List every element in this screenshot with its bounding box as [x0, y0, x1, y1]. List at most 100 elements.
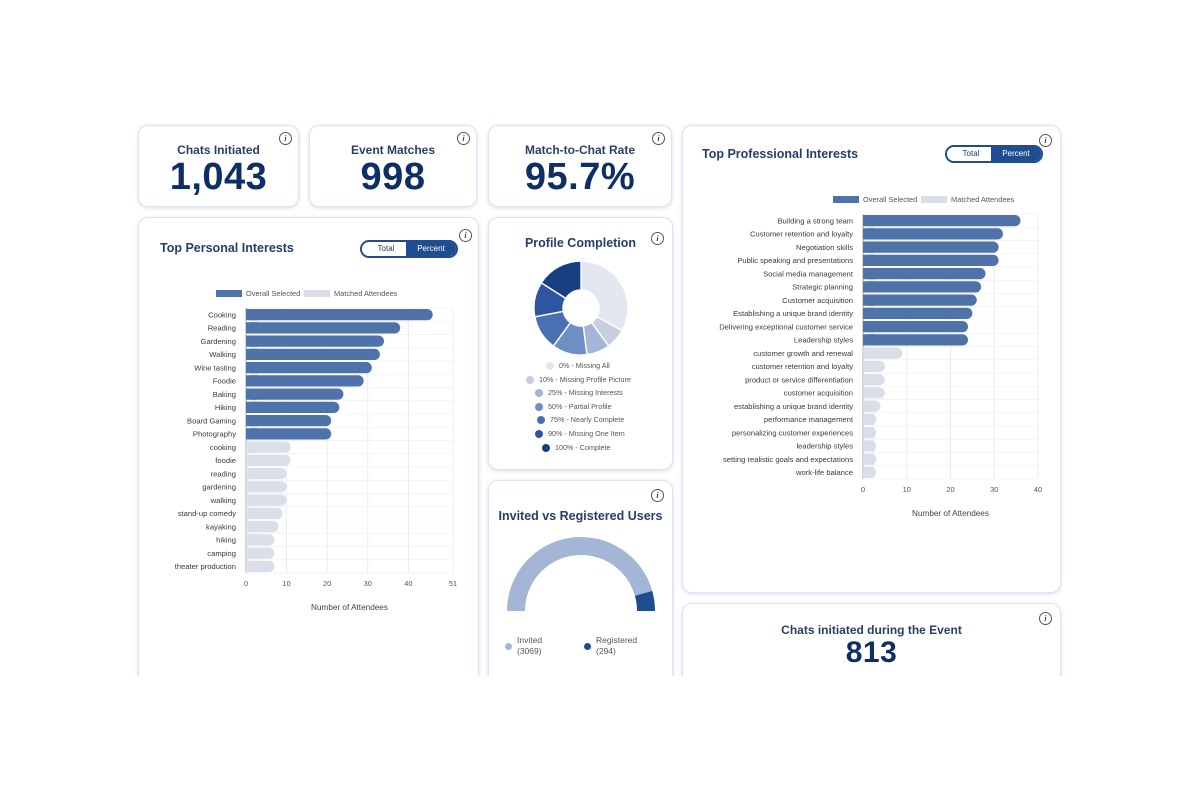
bar-matched-square [863, 347, 875, 359]
category-label: Public speaking and presentations [737, 256, 853, 265]
kpi-label: Chats Initiated [177, 143, 260, 157]
bar-overall [863, 215, 1021, 227]
bar-overall [246, 322, 401, 334]
category-label: product or service differentiation [745, 375, 853, 384]
x-tick-label: 10 [903, 485, 911, 494]
category-label: Negotiation skills [796, 243, 853, 252]
professional-interests-card: Top Professional Interests Total Percent… [682, 125, 1061, 593]
category-label: Walking [209, 350, 236, 359]
total-percent-toggle[interactable]: Total Percent [945, 145, 1043, 163]
toggle-total[interactable]: Total [947, 147, 995, 161]
legend-dot [535, 430, 543, 439]
card-title: Top Professional Interests [702, 147, 859, 161]
bar-overall-square [246, 428, 258, 440]
pie-legend-item[interactable]: 90% - Missing One Item [535, 429, 625, 439]
pie-legend-item[interactable]: 50% - Partial Profile [535, 402, 612, 411]
card-title: Invited vs Registered Users [498, 509, 663, 523]
bar-matched-square [863, 453, 875, 465]
info-icon[interactable]: i [652, 132, 665, 145]
category-label: Strategic planning [792, 283, 853, 292]
category-label: customer retention and loyalty [752, 362, 854, 371]
info-icon[interactable]: i [651, 232, 664, 245]
bar-overall [246, 415, 332, 427]
category-label: Building a strong team [777, 216, 853, 225]
info-icon[interactable]: i [279, 132, 292, 145]
legend-swatch-overall [216, 290, 242, 297]
toggle-percent[interactable]: Percent [406, 242, 456, 256]
bar-overall [246, 362, 372, 374]
x-tick-label: 20 [323, 579, 331, 588]
bar-matched-square [863, 413, 875, 425]
invited-registered-gauge [507, 537, 655, 611]
pie-legend-item[interactable]: 25% - Missing Interests [535, 388, 623, 398]
invited-value: (3069) [517, 646, 542, 656]
bar-overall [246, 388, 344, 400]
info-icon[interactable]: i [1039, 612, 1052, 625]
pie-legend-item[interactable]: 75% - Nearly Complete [537, 415, 624, 425]
bar-matched-square [246, 468, 258, 480]
card-title: Top Personal Interests [160, 241, 294, 255]
category-label: reading [211, 469, 236, 478]
pie-legend-item[interactable]: 100% - Complete [542, 443, 611, 452]
info-icon[interactable]: i [459, 229, 472, 242]
invited-dot [505, 643, 512, 650]
category-label: customer growth and renewal [753, 349, 853, 358]
kpi-value: 1,043 [169, 156, 268, 198]
registered-legend: Registered (294) [584, 635, 637, 657]
bar-overall-square [246, 335, 258, 347]
bar-overall [246, 309, 433, 321]
toggle-total[interactable]: Total [362, 242, 410, 256]
category-label: Baking [213, 390, 236, 399]
legend-label: 50% - Partial Profile [548, 401, 612, 411]
bar-overall [246, 348, 380, 360]
category-label: Board Gaming [187, 416, 236, 425]
info-icon[interactable]: i [651, 489, 664, 502]
x-tick-label: 40 [1034, 485, 1042, 494]
category-label: Wine tasting [194, 363, 236, 372]
gauge-invited [507, 537, 653, 611]
x-tick-label: 30 [364, 579, 372, 588]
x-axis-title: Number of Attendees [311, 603, 388, 612]
category-label: Leadership styles [794, 336, 853, 345]
x-tick-label: 20 [946, 485, 954, 494]
bar-matched-square [863, 466, 875, 478]
legend-label: 10% - Missing Profile Picture [539, 374, 631, 384]
pie-legend-item[interactable]: 0% - Missing All [546, 361, 610, 371]
category-label: camping [207, 549, 236, 558]
category-label: gardening [202, 483, 236, 492]
total-percent-toggle[interactable]: Total Percent [360, 240, 458, 258]
personal-interests-chart: Overall Selected Matched Attendees 0 10 20 30… [175, 289, 457, 612]
bar-overall-square [246, 348, 258, 360]
legend-label: 100% - Complete [555, 442, 611, 452]
bar-overall-square [863, 334, 875, 346]
info-icon[interactable]: i [1039, 134, 1052, 147]
kpi-label: Chats initiated during the Event [781, 623, 962, 637]
bar-matched-square [246, 534, 258, 546]
bar-matched-square [863, 440, 875, 452]
bar-overall-square [246, 388, 258, 400]
bar-matched-square [246, 481, 258, 493]
toggle-percent[interactable]: Percent [991, 147, 1041, 161]
category-label: personalizing customer experiences [732, 428, 853, 437]
kpi-card-chats: Chats Initiated 1,043 i [138, 125, 299, 207]
bar-overall-square [246, 362, 258, 374]
legend-dot [535, 389, 543, 398]
legend-dot [537, 416, 545, 425]
bar-overall-square [246, 309, 258, 321]
category-label: Establishing a unique brand identity [733, 309, 853, 318]
pie-slice [540, 260, 582, 300]
kpi-label: Match-to-Chat Rate [525, 143, 635, 157]
pie-legend-item[interactable]: 10% - Missing Profile Picture [526, 375, 631, 384]
category-label: Cooking [208, 310, 236, 319]
x-tick-label: 40 [404, 579, 412, 588]
bar-overall-square [246, 375, 258, 387]
info-icon[interactable]: i [457, 132, 470, 145]
category-label: Foodie [213, 377, 236, 386]
bar-matched-square [246, 494, 258, 506]
legend-swatch-matched [304, 290, 330, 297]
category-label: leadership styles [796, 442, 853, 451]
category-label: cooking [210, 443, 236, 452]
bar-matched-square [246, 441, 258, 453]
kpi-value: 813 [845, 636, 898, 669]
bar-matched-square [863, 427, 875, 439]
